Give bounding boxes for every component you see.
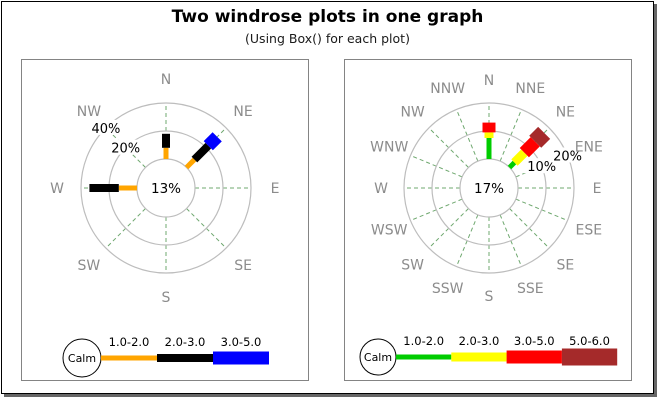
direction-label: WNW <box>370 140 408 156</box>
legend-bin-bar <box>506 350 562 364</box>
direction-label: ESE <box>575 222 602 238</box>
figure-title: Two windrose plots in one graph <box>171 7 484 27</box>
ring-label-bg <box>107 139 144 155</box>
legend-bin-label: 5.0-6.0 <box>569 334 610 348</box>
ring-label: 10% <box>527 160 556 175</box>
direction-label: E <box>593 181 602 197</box>
legend-bin-label: 2.0-3.0 <box>459 334 500 348</box>
ring-label-bg <box>87 119 124 135</box>
figure-frame: Two windrose plots in one graph (Using B… <box>1 1 654 394</box>
wind-bar-segment <box>484 132 494 138</box>
wind-bar-segment <box>162 133 170 148</box>
legend-calm-label: Calm <box>68 352 96 365</box>
wind-bar-segment <box>482 122 496 133</box>
direction-label: SE <box>234 258 252 274</box>
radial-gridline <box>509 208 550 249</box>
direction-label: NNW <box>430 81 465 97</box>
direction-label: SSW <box>432 281 464 297</box>
legend-bin-bar <box>101 355 157 361</box>
windrose-right-chart: 10%20% 17% N NNE NE ENE E ESE SE SSE S SSW SW WSW W WNW… <box>359 73 618 376</box>
windrose-panel-right: 10% 20% 17% N NNE NE ENE E ESE SE SSE S SSW SW WSW W WNW… <box>344 59 632 381</box>
wind-bar-segment <box>519 137 540 158</box>
legend-bin-bar <box>451 352 507 362</box>
direction-label: S <box>485 289 494 305</box>
legend-bin-bar <box>396 354 452 360</box>
direction-label: SSE <box>517 281 544 297</box>
wind-bar-segment <box>118 185 137 191</box>
direction-label: S <box>162 290 171 306</box>
ring-label: 20% <box>553 149 582 164</box>
legend-bin-label: 3.0-5.0 <box>221 335 262 349</box>
ring-label-bg <box>549 147 586 163</box>
legend-bin-label: 3.0-5.0 <box>514 334 555 348</box>
legend-bin-label: 1.0-2.0 <box>403 334 444 348</box>
legend-bin-label: 1.0-2.0 <box>109 335 150 349</box>
direction-label: W <box>50 181 64 197</box>
center-calm-label: 13% <box>151 181 181 197</box>
direction-label: SE <box>557 257 575 273</box>
direction-label: ENE <box>575 140 603 156</box>
radial-gridline <box>428 208 469 249</box>
legend-bin-bar <box>213 351 269 365</box>
windrose-ring <box>403 102 575 274</box>
direction-label: SW <box>78 258 101 274</box>
legend-bin-label: 2.0-3.0 <box>165 335 206 349</box>
direction-label: NE <box>233 104 252 120</box>
wind-bar-segment <box>163 147 169 159</box>
figure-subtitle: (Using Box() for each plot) <box>245 30 410 46</box>
direction-label: NNE <box>515 81 545 97</box>
legend-bin-bar <box>157 354 213 362</box>
wind-bar-segment <box>191 142 212 163</box>
direction-label: SW <box>401 257 424 273</box>
windrose-ring <box>80 102 252 274</box>
ring-label: 20% <box>111 142 140 157</box>
direction-label: E <box>271 181 280 197</box>
wind-bar-segment <box>529 126 551 148</box>
radial-gridline <box>186 208 227 249</box>
wind-bar-segment <box>184 157 197 170</box>
direction-label: NW <box>400 105 424 121</box>
windrose-left-chart: 20% 40% 13% N NE E SE S SW W NW Calm 1.0-2.0 2.0-3.0 3… <box>50 72 280 378</box>
center-calm-label: 17% <box>474 181 504 197</box>
wind-bar-segment <box>89 184 119 192</box>
direction-label: W <box>374 181 388 197</box>
direction-label: N <box>484 73 494 89</box>
direction-label: NE <box>556 105 575 121</box>
wind-bar-segment <box>203 132 222 151</box>
windrose-panel-left: 20% 40% 13% N NE E SE S SW W NW Calm 1.0-2.0 2.0-3.0 3… <box>21 59 309 381</box>
ring-label: 40% <box>91 122 120 137</box>
direction-label: NW <box>77 104 101 120</box>
direction-label: N <box>161 72 171 88</box>
wind-bar-segment <box>507 160 517 170</box>
wind-bar-segment <box>486 138 492 159</box>
wind-bar-segment <box>511 149 528 166</box>
direction-label: WSW <box>371 222 408 238</box>
legend-calm-label: Calm <box>364 351 392 364</box>
legend-bin-bar <box>561 348 618 366</box>
radial-gridline <box>105 208 146 249</box>
